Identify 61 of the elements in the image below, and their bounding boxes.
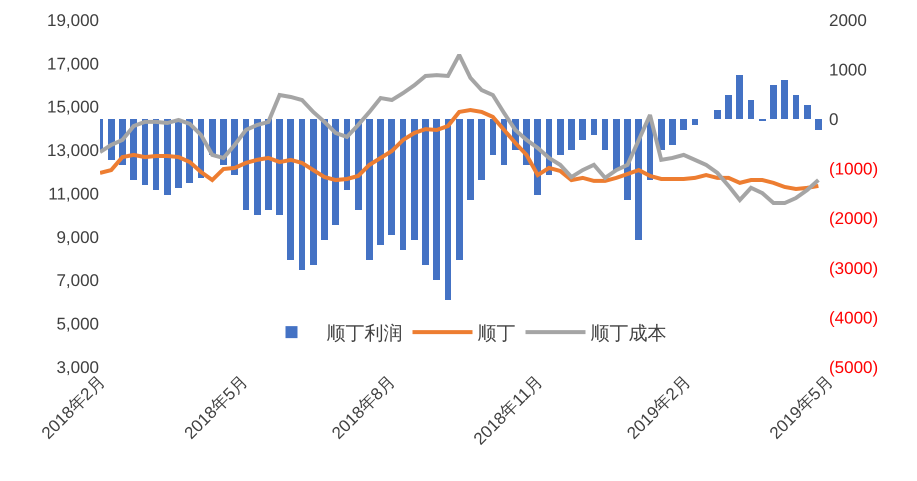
bar — [804, 105, 811, 119]
bar — [445, 119, 451, 300]
bar — [613, 119, 620, 170]
legend-label: 顺丁成本 — [590, 324, 666, 345]
bar — [602, 119, 608, 150]
bar — [299, 119, 305, 270]
y-tick-label: 17,000 — [47, 54, 99, 74]
bar — [276, 119, 283, 215]
bar — [669, 119, 676, 145]
y2-tick-label: 2000 — [829, 10, 867, 30]
bar — [793, 95, 799, 119]
y2-tick-label: (3000) — [829, 258, 878, 278]
y-tick-label: 19,000 — [47, 10, 99, 30]
bar — [377, 119, 384, 245]
y-tick-label: 9,000 — [56, 228, 99, 247]
bar — [770, 85, 777, 119]
bar — [490, 119, 496, 155]
y-tick-label: 15,000 — [47, 98, 99, 117]
bar — [433, 119, 440, 280]
bar — [680, 119, 687, 130]
bar — [557, 119, 564, 155]
bar — [815, 119, 822, 130]
bar — [781, 80, 788, 119]
legend-label: 顺丁 — [478, 324, 516, 345]
y-tick-label: 3,000 — [56, 358, 99, 377]
bar — [748, 100, 754, 119]
bar — [714, 110, 721, 119]
line-series — [100, 108, 820, 191]
line-series — [100, 52, 820, 206]
y-tick-label: 7,000 — [56, 271, 99, 290]
bar — [725, 95, 732, 119]
bar — [265, 119, 272, 210]
bar — [658, 119, 665, 150]
y2-tick-label: 0 — [829, 110, 838, 130]
y2-tick-label: (4000) — [829, 308, 878, 328]
bar — [310, 119, 317, 265]
y2-tick-label: 1000 — [829, 60, 867, 80]
bar — [411, 119, 418, 240]
bar — [568, 119, 575, 150]
legend-label: 顺丁利润 — [326, 322, 402, 345]
bar — [332, 119, 339, 225]
bar — [254, 119, 261, 215]
y-tick-label: 5,000 — [56, 314, 99, 334]
bar — [456, 119, 463, 260]
y2-tick-label: (5000) — [829, 358, 878, 377]
y2-tick-label: (1000) — [829, 160, 878, 179]
bar — [321, 119, 328, 240]
y-tick-label: 13,000 — [47, 141, 99, 160]
y2-tick-label: (2000) — [829, 209, 878, 228]
bar — [422, 119, 429, 265]
bar — [366, 119, 373, 260]
y-tick-label: 11,000 — [48, 184, 99, 204]
bar — [478, 119, 485, 180]
bar — [467, 119, 474, 200]
bar — [388, 119, 395, 235]
bar — [736, 75, 743, 119]
bar — [400, 119, 406, 250]
bar — [692, 119, 698, 125]
bar — [579, 119, 586, 140]
bar — [287, 119, 294, 260]
bar — [591, 119, 597, 135]
